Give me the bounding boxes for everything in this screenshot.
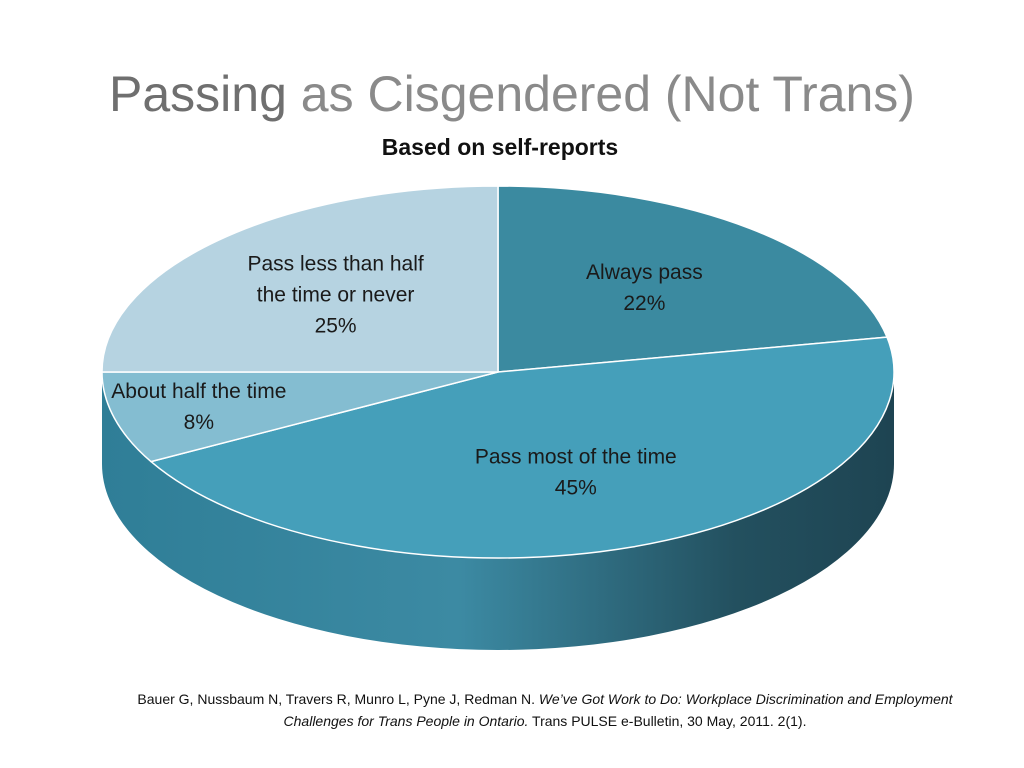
slice-label-1: Pass most of the time: [475, 446, 677, 469]
pie-side-wall: [102, 372, 894, 650]
pie-slice-3: [101, 185, 499, 373]
slide-subtitle: Based on self-reports: [381, 134, 619, 160]
title-rest: as Cisgendered (Not Trans): [286, 66, 915, 122]
slice-label-0: Always pass: [586, 261, 703, 284]
slice-label-3: the time or never: [257, 283, 415, 306]
citation-title: We’ve Got Work to Do: Workplace Discrimi…: [283, 691, 953, 729]
slice-value-label-2: 8%: [184, 411, 214, 434]
citation-authors: Bauer G, Nussbaum N, Travers R, Munro L,…: [137, 691, 539, 707]
slice-value-label-3: 25%: [315, 314, 357, 337]
pie-slice-2: [101, 371, 499, 463]
pie-slice-0: [497, 185, 888, 373]
slice-label-2: About half the time: [111, 380, 286, 403]
slice-value-label-1: 45%: [555, 477, 597, 500]
citation: Bauer G, Nussbaum N, Travers R, Munro L,…: [120, 688, 970, 732]
citation-source: Trans PULSE e-Bulletin, 30 May, 2011. 2(…: [528, 713, 807, 729]
slice-value-label-0: 22%: [623, 292, 665, 315]
pie-slice-1: [150, 336, 895, 559]
title-emphasis: Passing: [109, 66, 287, 122]
slice-label-3: Pass less than half: [247, 252, 423, 275]
slide-title: Passing as Cisgendered (Not Trans): [0, 62, 1024, 126]
